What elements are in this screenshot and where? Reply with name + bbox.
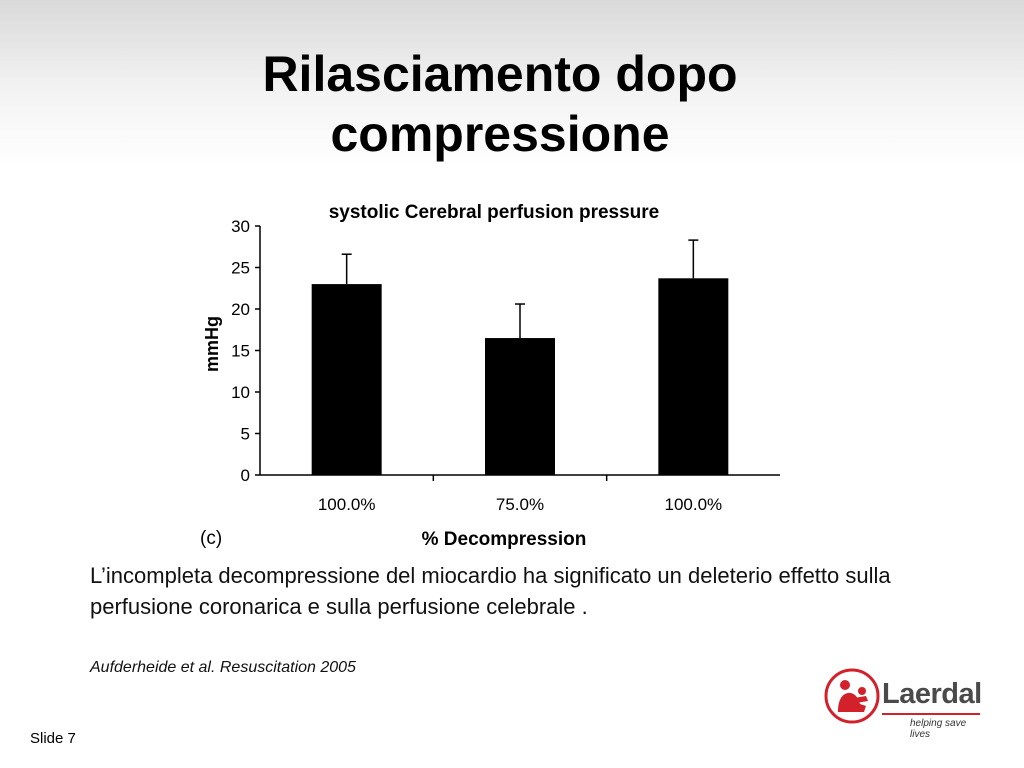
citation-text: Aufderheide et al. Resuscitation 2005 xyxy=(90,659,356,676)
chart-title: systolic Cerebral perfusion pressure xyxy=(329,202,660,223)
y-tick-label: 15 xyxy=(231,342,250,361)
y-tick-label: 5 xyxy=(241,425,250,444)
bar-chart: systolic Cerebral perfusion pressure mmH… xyxy=(200,202,780,550)
logo-tagline: helping save lives xyxy=(910,718,967,740)
laerdal-emblem-icon xyxy=(824,668,880,724)
x-tick-label: 75.0% xyxy=(496,495,544,514)
x-tick-label: 100.0% xyxy=(664,495,722,514)
bar xyxy=(311,284,382,475)
x-tick-label: 100.0% xyxy=(318,495,376,514)
y-tick-label: 25 xyxy=(231,259,250,278)
bar xyxy=(485,338,555,475)
logo-wordmark: Laerdal xyxy=(882,678,982,710)
y-tick-label: 20 xyxy=(231,300,250,319)
caption-text: L’incompleta decompressione del miocardi… xyxy=(90,563,891,619)
logo-underline xyxy=(882,713,980,715)
bar xyxy=(658,278,729,475)
chart-x-axis-label: % Decompression xyxy=(422,529,587,550)
slide-title-line-2: compressione xyxy=(330,106,670,162)
y-tick-label: 30 xyxy=(231,217,250,236)
chart-y-axis-label: mmHg xyxy=(202,316,222,372)
chart-plot-area: 0 5 10 15 20 25 30 100.0% 75.0% 100.0% xyxy=(231,217,780,514)
title-band xyxy=(0,0,1024,166)
slide-title: Rilasciamento dopo compressione xyxy=(0,44,1000,164)
slide-number: Slide 7 xyxy=(30,730,76,747)
laerdal-logo: Laerdal helping save lives xyxy=(824,668,984,740)
y-tick-label: 0 xyxy=(241,466,250,485)
y-tick-label: 10 xyxy=(231,383,250,402)
slide-title-line-1: Rilasciamento dopo xyxy=(262,46,738,102)
chart-panel-label: (c) xyxy=(200,528,222,549)
